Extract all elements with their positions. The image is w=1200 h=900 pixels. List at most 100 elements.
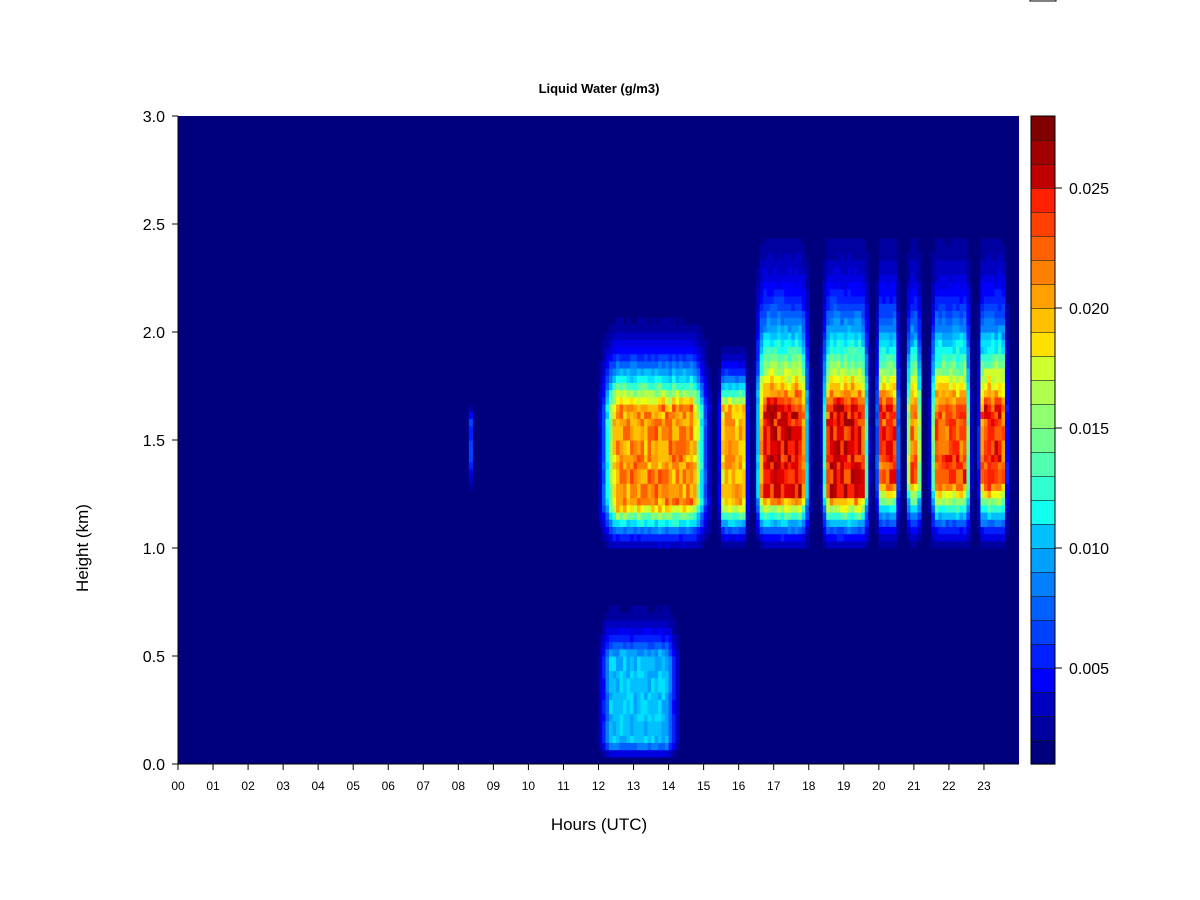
- heatmap-cell: [945, 512, 950, 520]
- heatmap-cell: [640, 418, 645, 427]
- heatmap-cell: [836, 512, 841, 520]
- heatmap-cell: [1001, 274, 1006, 283]
- heatmap-cell: [468, 447, 473, 455]
- heatmap-cell: [791, 512, 796, 520]
- heatmap-cell: [941, 490, 947, 499]
- heatmap-cell: [675, 360, 680, 369]
- heatmap-cell: [840, 468, 845, 477]
- heatmap-cell: [707, 382, 712, 391]
- colorbar-frame: [1030, 115, 1056, 765]
- heatmap-cell: [626, 663, 631, 671]
- heatmap-cell: [833, 504, 838, 513]
- heatmap-cell: [654, 699, 659, 707]
- heatmap-cell: [843, 396, 848, 405]
- heatmap-cell: [962, 375, 968, 383]
- heatmap-cell: [777, 281, 782, 290]
- heatmap-cell: [616, 684, 621, 693]
- y-tick-label: 2.0: [143, 325, 165, 342]
- x-tick-label: 19: [837, 779, 851, 793]
- heatmap-cell: [836, 317, 841, 326]
- heatmap-cell: [700, 476, 705, 484]
- heatmap-cell: [882, 461, 887, 470]
- heatmap-cell: [724, 382, 729, 391]
- heatmap-cell: [644, 447, 649, 455]
- heatmap-cell: [637, 648, 642, 657]
- heatmap-cell: [791, 454, 796, 463]
- heatmap-cell: [658, 375, 663, 383]
- heatmap-cell: [637, 706, 642, 715]
- heatmap-cell: [654, 360, 659, 369]
- heatmap-cell: [1001, 512, 1006, 520]
- heatmap-cell: [721, 468, 726, 477]
- heatmap-cell: [861, 360, 866, 369]
- heatmap-cell: [640, 663, 645, 671]
- heatmap-cell: [700, 512, 705, 520]
- heatmap-cell: [668, 663, 673, 671]
- heatmap-cell: [777, 461, 782, 470]
- heatmap-cell: [616, 620, 621, 628]
- heatmap-cell: [833, 519, 838, 527]
- heatmap-cell: [777, 332, 782, 340]
- heatmap-cell: [801, 411, 806, 419]
- heatmap-cell: [780, 440, 785, 448]
- heatmap-cell: [665, 476, 670, 484]
- heatmap-cell: [654, 490, 659, 499]
- heatmap-cell: [987, 360, 992, 369]
- heatmap-cell: [756, 274, 761, 283]
- heatmap-cell: [637, 339, 642, 347]
- heatmap-cell: [637, 728, 642, 736]
- heatmap-cell: [770, 339, 775, 347]
- heatmap-cell: [868, 504, 873, 513]
- heatmap-cell: [1001, 303, 1006, 311]
- x-axis: 00 01 02 03 04 05 06 07 08 09 10 11 12 13 14 15 16 17 18 19…: [171, 763, 1019, 793]
- heatmap-cell: [640, 324, 645, 333]
- heatmap-cell: [623, 670, 628, 679]
- heatmap-cell: [798, 440, 803, 448]
- heatmap-cell: [658, 648, 663, 657]
- heatmap-cell: [1001, 519, 1006, 527]
- heatmap-cell: [700, 519, 705, 527]
- heatmap-cell: [1004, 404, 1010, 412]
- heatmap-cell: [616, 396, 621, 405]
- heatmap-cell: [997, 296, 1003, 304]
- heatmap-cell: [700, 454, 705, 463]
- heatmap-cell: [675, 720, 680, 729]
- heatmap-cell: [910, 260, 915, 268]
- heatmap-cell: [731, 476, 736, 484]
- heatmap-cell: [609, 620, 614, 628]
- heatmap-cell: [819, 483, 824, 491]
- heatmap-cell: [948, 468, 954, 477]
- heatmap-cell: [840, 252, 845, 261]
- heatmap-cell: [668, 360, 673, 369]
- heatmap-cell: [707, 526, 712, 535]
- heatmap-cell: [651, 440, 656, 448]
- heatmap-cell: [668, 634, 673, 643]
- heatmap-cell: [850, 296, 855, 304]
- heatmap-cell: [878, 483, 883, 491]
- heatmap-cell: [700, 468, 705, 477]
- heatmap-cell: [983, 303, 989, 311]
- heatmap-cell: [913, 540, 918, 549]
- heatmap-cell: [777, 504, 782, 513]
- heatmap-cell: [630, 440, 635, 448]
- heatmap-cell: [955, 476, 961, 484]
- heatmap-cell: [791, 382, 796, 391]
- heatmap-cell: [819, 504, 824, 513]
- heatmap-cell: [941, 382, 947, 391]
- heatmap-cell: [738, 425, 743, 434]
- heatmap-cell: [794, 512, 799, 520]
- heatmap-cell: [864, 360, 869, 369]
- heatmap-cell: [658, 670, 663, 679]
- heatmap-cell: [962, 504, 968, 513]
- heatmap-cell: [766, 454, 771, 463]
- heatmap-cell: [878, 245, 883, 254]
- heatmap-cell: [689, 418, 694, 427]
- heatmap-cell: [906, 504, 911, 513]
- heatmap-cell: [724, 360, 729, 369]
- heatmap-cell: [850, 540, 855, 549]
- heatmap-cell: [745, 382, 750, 391]
- heatmap-cell: [752, 497, 757, 506]
- heatmap-cell: [724, 432, 729, 441]
- heatmap-cell: [1001, 360, 1006, 369]
- heatmap-cell: [808, 404, 813, 412]
